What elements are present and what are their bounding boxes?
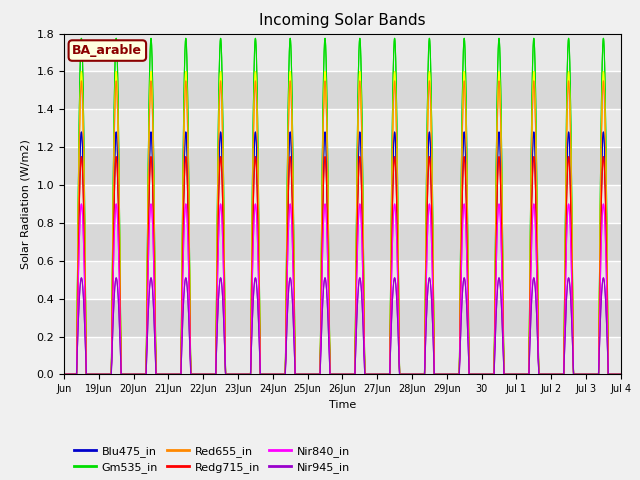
Yel580_in [60, 372, 68, 377]
Y-axis label: Solar Radiation (W/m2): Solar Radiation (W/m2) [21, 139, 31, 269]
Nir840_in [88, 372, 96, 377]
Bar [64, 223, 621, 261]
Nir945_in [414, 372, 422, 377]
Text: BA_arable: BA_arable [72, 44, 142, 57]
Nir840_in [617, 372, 625, 377]
Line: Nir945_in: Nir945_in [64, 278, 621, 374]
Gm535_in [390, 58, 397, 64]
Yel580_in [88, 372, 96, 377]
Nir945_in [60, 372, 68, 377]
Nir840_in [414, 372, 422, 377]
Nir945_in [473, 372, 481, 377]
Nir945_in [617, 372, 625, 377]
Line: Nir840_in: Nir840_in [64, 204, 621, 374]
Red655_in [414, 372, 422, 377]
Yel580_in [473, 372, 481, 377]
Red655_in [60, 372, 68, 377]
Gm535_in [60, 372, 68, 377]
Redg715_in [262, 372, 269, 377]
Yel580_in [262, 372, 269, 377]
Legend: Blu475_in, Gm535_in, Yel580_in, Red655_in, Redg715_in, Nir840_in, Nir945_in: Blu475_in, Gm535_in, Yel580_in, Red655_i… [70, 441, 355, 480]
Red655_in [502, 372, 510, 377]
Red655_in [262, 372, 269, 377]
Yel580_in [390, 89, 397, 95]
Red655_in [617, 372, 625, 377]
Nir945_in [600, 275, 607, 281]
Redg715_in [503, 372, 511, 377]
Bar [64, 185, 621, 223]
Bar [64, 72, 621, 109]
Blu475_in [617, 372, 625, 377]
Line: Red655_in: Red655_in [64, 81, 621, 374]
Gm535_in [600, 36, 607, 41]
Redg715_in [414, 372, 422, 377]
Nir840_in [600, 201, 607, 207]
Nir945_in [390, 281, 397, 287]
Yel580_in [617, 372, 625, 377]
Blu475_in [262, 372, 269, 377]
Nir840_in [502, 372, 510, 377]
Nir945_in [502, 372, 510, 377]
Bar [64, 261, 621, 299]
Bar [64, 34, 621, 72]
Blu475_in [600, 129, 607, 135]
Title: Incoming Solar Bands: Incoming Solar Bands [259, 13, 426, 28]
Red655_in [600, 78, 607, 84]
Line: Blu475_in: Blu475_in [64, 132, 621, 374]
Blu475_in [88, 372, 96, 377]
Nir840_in [262, 372, 269, 377]
Redg715_in [617, 372, 625, 377]
Nir945_in [262, 372, 269, 377]
Yel580_in [600, 69, 607, 74]
Nir945_in [88, 372, 96, 377]
Blu475_in [473, 372, 481, 377]
Nir840_in [390, 213, 397, 218]
Red655_in [88, 372, 96, 377]
Bar [64, 299, 621, 336]
Bar [64, 109, 621, 147]
Line: Yel580_in: Yel580_in [64, 72, 621, 374]
Gm535_in [473, 372, 481, 377]
Bar [64, 147, 621, 185]
Blu475_in [390, 145, 397, 151]
X-axis label: Time: Time [329, 400, 356, 409]
Redg715_in [88, 372, 96, 377]
Red655_in [473, 372, 481, 377]
Gm535_in [502, 372, 510, 377]
Red655_in [390, 98, 397, 104]
Gm535_in [414, 372, 422, 377]
Nir840_in [473, 372, 481, 377]
Redg715_in [60, 372, 68, 377]
Yel580_in [414, 372, 422, 377]
Nir840_in [60, 372, 68, 377]
Blu475_in [60, 372, 68, 377]
Redg715_in [77, 154, 85, 159]
Redg715_in [390, 167, 397, 172]
Line: Redg715_in: Redg715_in [64, 156, 621, 374]
Gm535_in [262, 372, 269, 377]
Blu475_in [414, 372, 422, 377]
Bar [64, 336, 621, 374]
Yel580_in [502, 372, 510, 377]
Gm535_in [88, 372, 96, 377]
Blu475_in [502, 372, 510, 377]
Gm535_in [617, 372, 625, 377]
Bar [64, 0, 621, 34]
Redg715_in [473, 372, 481, 377]
Line: Gm535_in: Gm535_in [64, 38, 621, 374]
